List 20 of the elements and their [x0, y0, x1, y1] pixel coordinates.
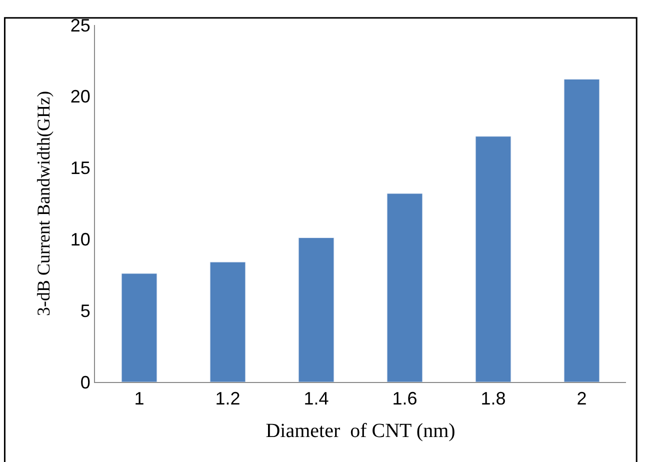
- x-tick-label: 1.6: [392, 388, 418, 409]
- x-axis-title: Diameter of CNT (nm): [266, 420, 456, 442]
- x-tick-label: 2: [576, 388, 587, 409]
- bar: [386, 193, 423, 382]
- y-tick-label: 10: [70, 230, 90, 250]
- y-tick-label: 0: [80, 372, 90, 392]
- x-tick-label: 1.4: [304, 388, 329, 409]
- y-tick-label: 25: [70, 15, 90, 36]
- bar: [298, 238, 334, 382]
- y-tick-label: 20: [70, 86, 90, 107]
- y-tick-label: 15: [70, 158, 90, 178]
- bar: [121, 273, 158, 382]
- y-axis-title: 3-dB Current Bandwidth(GHz): [34, 91, 54, 316]
- bar: [210, 262, 246, 382]
- y-tick-label: 5: [80, 300, 90, 321]
- x-tick-label: 1.2: [215, 388, 240, 409]
- bar: [564, 79, 600, 382]
- bar: [475, 136, 512, 382]
- x-tick-label: 1: [134, 388, 144, 409]
- x-tick-label: 1.8: [480, 388, 506, 409]
